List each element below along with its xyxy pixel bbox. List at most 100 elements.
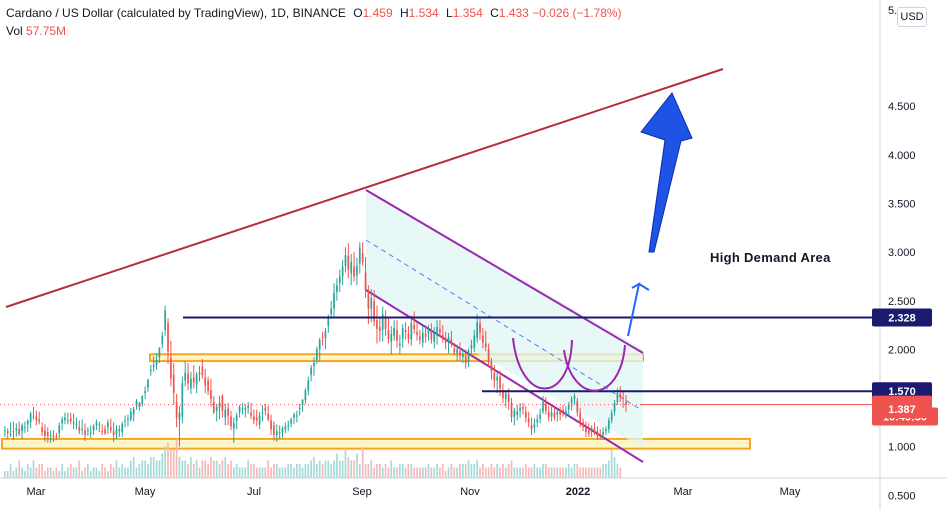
candle-body [115,429,118,435]
volume-bar [396,467,398,478]
ascending-trendline [5,68,724,308]
volume-bar [155,460,158,478]
candle-body [155,360,158,365]
volume-bar [138,464,141,478]
volume-bar [585,467,587,478]
volume-bar [370,460,373,478]
candle-body [244,407,247,410]
candle-body [92,426,95,431]
candle-body [316,349,318,361]
volume-bar [75,467,78,478]
candle-body [15,428,18,431]
candle-body [84,430,86,436]
price-label-box [872,308,932,327]
volume-bar [605,464,607,478]
candle-body [496,376,499,381]
x-tick-label: May [135,486,156,498]
candle-body [484,343,487,348]
low-label: L [446,6,453,20]
volume-bar [224,457,227,478]
volume-bar [238,467,241,478]
volume-bar [356,453,358,478]
volume-bar [373,467,375,478]
candle-body [161,335,164,344]
volume-bar [210,457,212,478]
candle-body [170,358,172,379]
close-label: C [490,6,499,20]
volume-bar [410,464,413,478]
volume-bar [84,467,86,478]
candle-body [61,419,63,424]
volume-bar [439,467,441,478]
candle-body [198,372,201,375]
candle-body [510,402,513,418]
volume-bar [69,464,72,478]
volume-bar [487,467,490,478]
candle-body [167,323,169,352]
volume-bar [376,464,378,478]
volume-bar [344,450,347,478]
candle-body [178,412,181,420]
open-label: O [353,6,363,20]
candle-body [350,261,353,274]
volume-bar [441,464,444,478]
volume-bar [181,460,184,478]
price-label-text: 2.328 [888,312,916,324]
volume-readout: Vol 57.75M [6,24,66,38]
volume-bar [313,457,315,478]
candle-body [479,323,481,333]
volume-bar [316,464,318,478]
candle-body [12,431,15,433]
volume-bar [324,460,327,478]
candle-body [467,350,470,363]
volume-bar [104,467,106,478]
candle-body [625,401,627,405]
x-tick-label: Mar [27,486,46,498]
candle-body [278,432,281,434]
volume-bar [419,467,421,478]
volume-bar [290,464,292,478]
volume-bar [619,467,622,478]
open-value: 1.459 [362,6,393,20]
candle-body [456,349,458,354]
volume-bar [404,467,407,478]
volume-bar [255,467,258,478]
volume-bar [195,460,198,478]
x-tick-label: 2022 [566,486,590,498]
candle-body [235,415,238,421]
volume-bar [470,464,473,478]
candle-body [253,416,255,421]
candle-body [370,297,373,309]
volume-bar [261,467,264,478]
candle-body [447,336,450,343]
currency-button[interactable]: USD [897,7,927,27]
candle-body [210,390,212,400]
candle-body [227,408,229,416]
candle-body [49,435,52,437]
candle-body [98,424,101,426]
volume-bar [230,460,232,478]
y-tick-label: 2.500 [888,296,916,308]
volume-bar [602,464,604,478]
candle-body [298,407,301,409]
change-value: −0.026 (−1.78%) [532,6,622,20]
candle-body [461,354,464,358]
volume-bar [338,460,341,478]
candle-body [232,423,235,429]
candle-body [215,406,218,411]
candle-body [330,308,333,315]
candle-body [550,412,553,417]
candle-body [301,399,304,405]
candle-body [78,427,81,432]
candle-body [404,329,407,332]
demand-zone [1,437,751,450]
candle-body [393,327,396,336]
volume-bar [530,467,533,478]
candle-body [195,374,198,385]
candle-body [433,332,436,342]
candle-body [107,422,109,428]
candle-body [264,407,267,411]
volume-bar [158,460,161,478]
candle-body [396,329,398,341]
